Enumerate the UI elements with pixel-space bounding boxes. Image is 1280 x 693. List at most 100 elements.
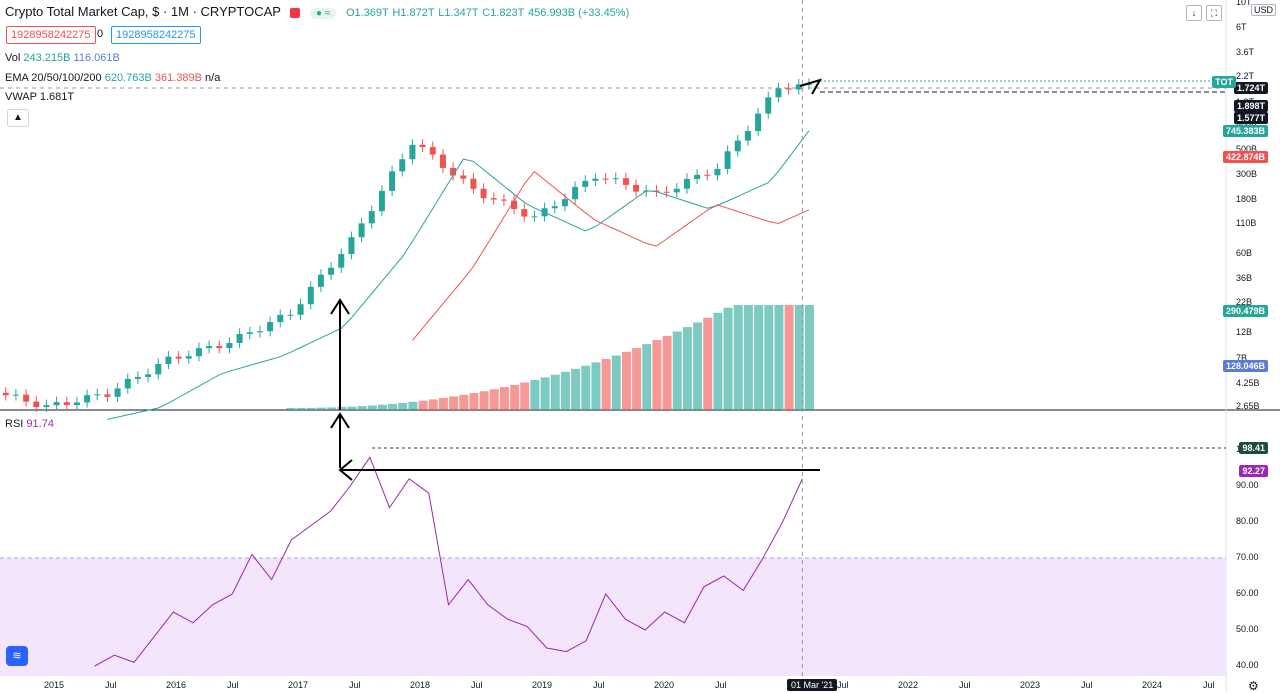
candle-body bbox=[155, 364, 162, 375]
candle-body bbox=[297, 304, 304, 315]
candle-body bbox=[236, 333, 243, 343]
candle-body bbox=[23, 394, 30, 402]
ema-label: EMA 20/50/100/200 bbox=[5, 72, 102, 84]
volume-bar bbox=[327, 407, 337, 410]
flag-icon[interactable] bbox=[290, 7, 301, 18]
volume-bar bbox=[550, 374, 560, 410]
gear-icon[interactable]: ⚙ bbox=[1248, 679, 1259, 693]
volume-bar bbox=[438, 397, 448, 410]
annotation-arrowhead-up-rsi bbox=[330, 412, 350, 429]
price-tag: 422.874B bbox=[1222, 151, 1268, 163]
price-axis-label: 60B bbox=[1236, 247, 1253, 258]
rsi-axis-label: 80.00 bbox=[1236, 516, 1259, 526]
vol-value-b: 116.061B bbox=[73, 52, 120, 64]
price-tag: 290.479B bbox=[1222, 305, 1268, 317]
annotation-arrowhead-left bbox=[338, 459, 353, 481]
chevron-up-icon[interactable]: ▲ bbox=[7, 109, 29, 127]
candle-body bbox=[663, 191, 670, 193]
volume-bar bbox=[581, 365, 591, 410]
volume-bar bbox=[530, 380, 540, 410]
volume-bar bbox=[642, 344, 652, 410]
candle-body bbox=[673, 188, 680, 193]
candle-body bbox=[389, 171, 396, 191]
time-axis-label: Jul bbox=[593, 680, 605, 690]
candle-body bbox=[511, 200, 518, 210]
volume-bar bbox=[479, 391, 489, 410]
candle-body bbox=[94, 394, 101, 396]
candle-body bbox=[409, 144, 416, 160]
candle-body bbox=[531, 216, 538, 218]
candle-body bbox=[551, 206, 558, 209]
candle-body bbox=[348, 237, 355, 255]
time-axis-label: Jul bbox=[1203, 680, 1215, 690]
volume-bar bbox=[377, 404, 387, 410]
vol-legend[interactable]: Vol 243.215B 116.061B bbox=[5, 52, 120, 64]
volume-bar bbox=[540, 377, 550, 410]
volume-bar bbox=[286, 407, 296, 410]
rsi-axis-label: 40.00 bbox=[1236, 660, 1259, 670]
value-box-red[interactable]: 1928958242275 bbox=[6, 26, 96, 44]
rsi-band bbox=[0, 558, 1226, 676]
price-tag: 1.724T bbox=[1233, 82, 1268, 94]
rsi-line bbox=[94, 456, 803, 667]
volume-bar bbox=[418, 400, 428, 410]
symbol-legend[interactable]: Crypto Total Market Cap, $ · 1M · CRYPTO… bbox=[5, 4, 629, 19]
volume-bar bbox=[591, 362, 601, 410]
candle-body bbox=[683, 178, 690, 189]
volume-bar bbox=[764, 305, 774, 410]
volume-bar bbox=[804, 305, 814, 410]
volume-bar bbox=[520, 382, 530, 410]
candle-body bbox=[73, 402, 80, 406]
volume-bar bbox=[652, 340, 662, 410]
volume-bar bbox=[449, 396, 459, 410]
price-tag: 1.577T bbox=[1233, 112, 1268, 124]
volume-bar bbox=[357, 406, 367, 410]
candle-body bbox=[714, 168, 721, 176]
ema-fast-line bbox=[107, 130, 810, 420]
ema-slow-line bbox=[412, 170, 810, 341]
time-axis-label: 2015 bbox=[44, 680, 65, 690]
volume-bar bbox=[510, 384, 520, 410]
rsi-legend[interactable]: RSI 91.74 bbox=[5, 418, 54, 430]
candle-body bbox=[145, 374, 152, 377]
currency-label[interactable]: USD bbox=[1250, 4, 1276, 16]
ohlc-change: 456.993B (+33.45%) bbox=[528, 7, 630, 19]
value-box-blue[interactable]: 1928958242275 bbox=[111, 26, 201, 44]
volume-bar bbox=[754, 305, 764, 410]
candle-body bbox=[633, 184, 640, 192]
candle-body bbox=[267, 322, 274, 332]
volume-bar bbox=[601, 359, 611, 410]
time-axis-label: Jul bbox=[105, 680, 117, 690]
candle-body bbox=[63, 402, 70, 406]
volume-bar bbox=[469, 393, 479, 410]
volume-bar bbox=[428, 399, 438, 410]
volume-bar bbox=[794, 305, 804, 410]
arrow-down-icon[interactable]: ↓ bbox=[1186, 5, 1202, 21]
vwap-legend[interactable]: VWAP 1.681T bbox=[5, 91, 74, 103]
candle-body bbox=[399, 159, 406, 172]
rsi-axis-label: 70.00 bbox=[1236, 552, 1259, 562]
fullscreen-icon[interactable]: ⛶ bbox=[1206, 5, 1222, 21]
price-axis-label: 500B bbox=[1236, 143, 1258, 154]
volume-bar bbox=[784, 305, 794, 410]
volume-bar bbox=[499, 387, 509, 410]
time-axis-label: 2023 bbox=[1020, 680, 1041, 690]
candle-body bbox=[704, 174, 711, 176]
candle-body bbox=[226, 342, 233, 349]
candle-body bbox=[805, 84, 812, 86]
rsi-axis-label: 60.00 bbox=[1236, 588, 1259, 598]
tradingview-logo-icon[interactable]: ≋ bbox=[6, 646, 28, 666]
rsi-axis-label: 90.00 bbox=[1236, 480, 1259, 490]
candle-body bbox=[622, 178, 629, 185]
volume-bar bbox=[723, 307, 733, 410]
candle-body bbox=[124, 378, 131, 389]
volume-bar bbox=[459, 394, 469, 410]
volume-bar bbox=[367, 405, 377, 410]
candle-body bbox=[246, 332, 253, 334]
price-axis-label: 180B bbox=[1236, 194, 1258, 205]
price-axis-label: 3.6T bbox=[1236, 47, 1255, 58]
candle-body bbox=[734, 140, 741, 152]
ema-legend[interactable]: EMA 20/50/100/200 620.763B 361.389B n/a bbox=[5, 72, 220, 84]
symbol-tag: TOT bbox=[1212, 76, 1236, 88]
